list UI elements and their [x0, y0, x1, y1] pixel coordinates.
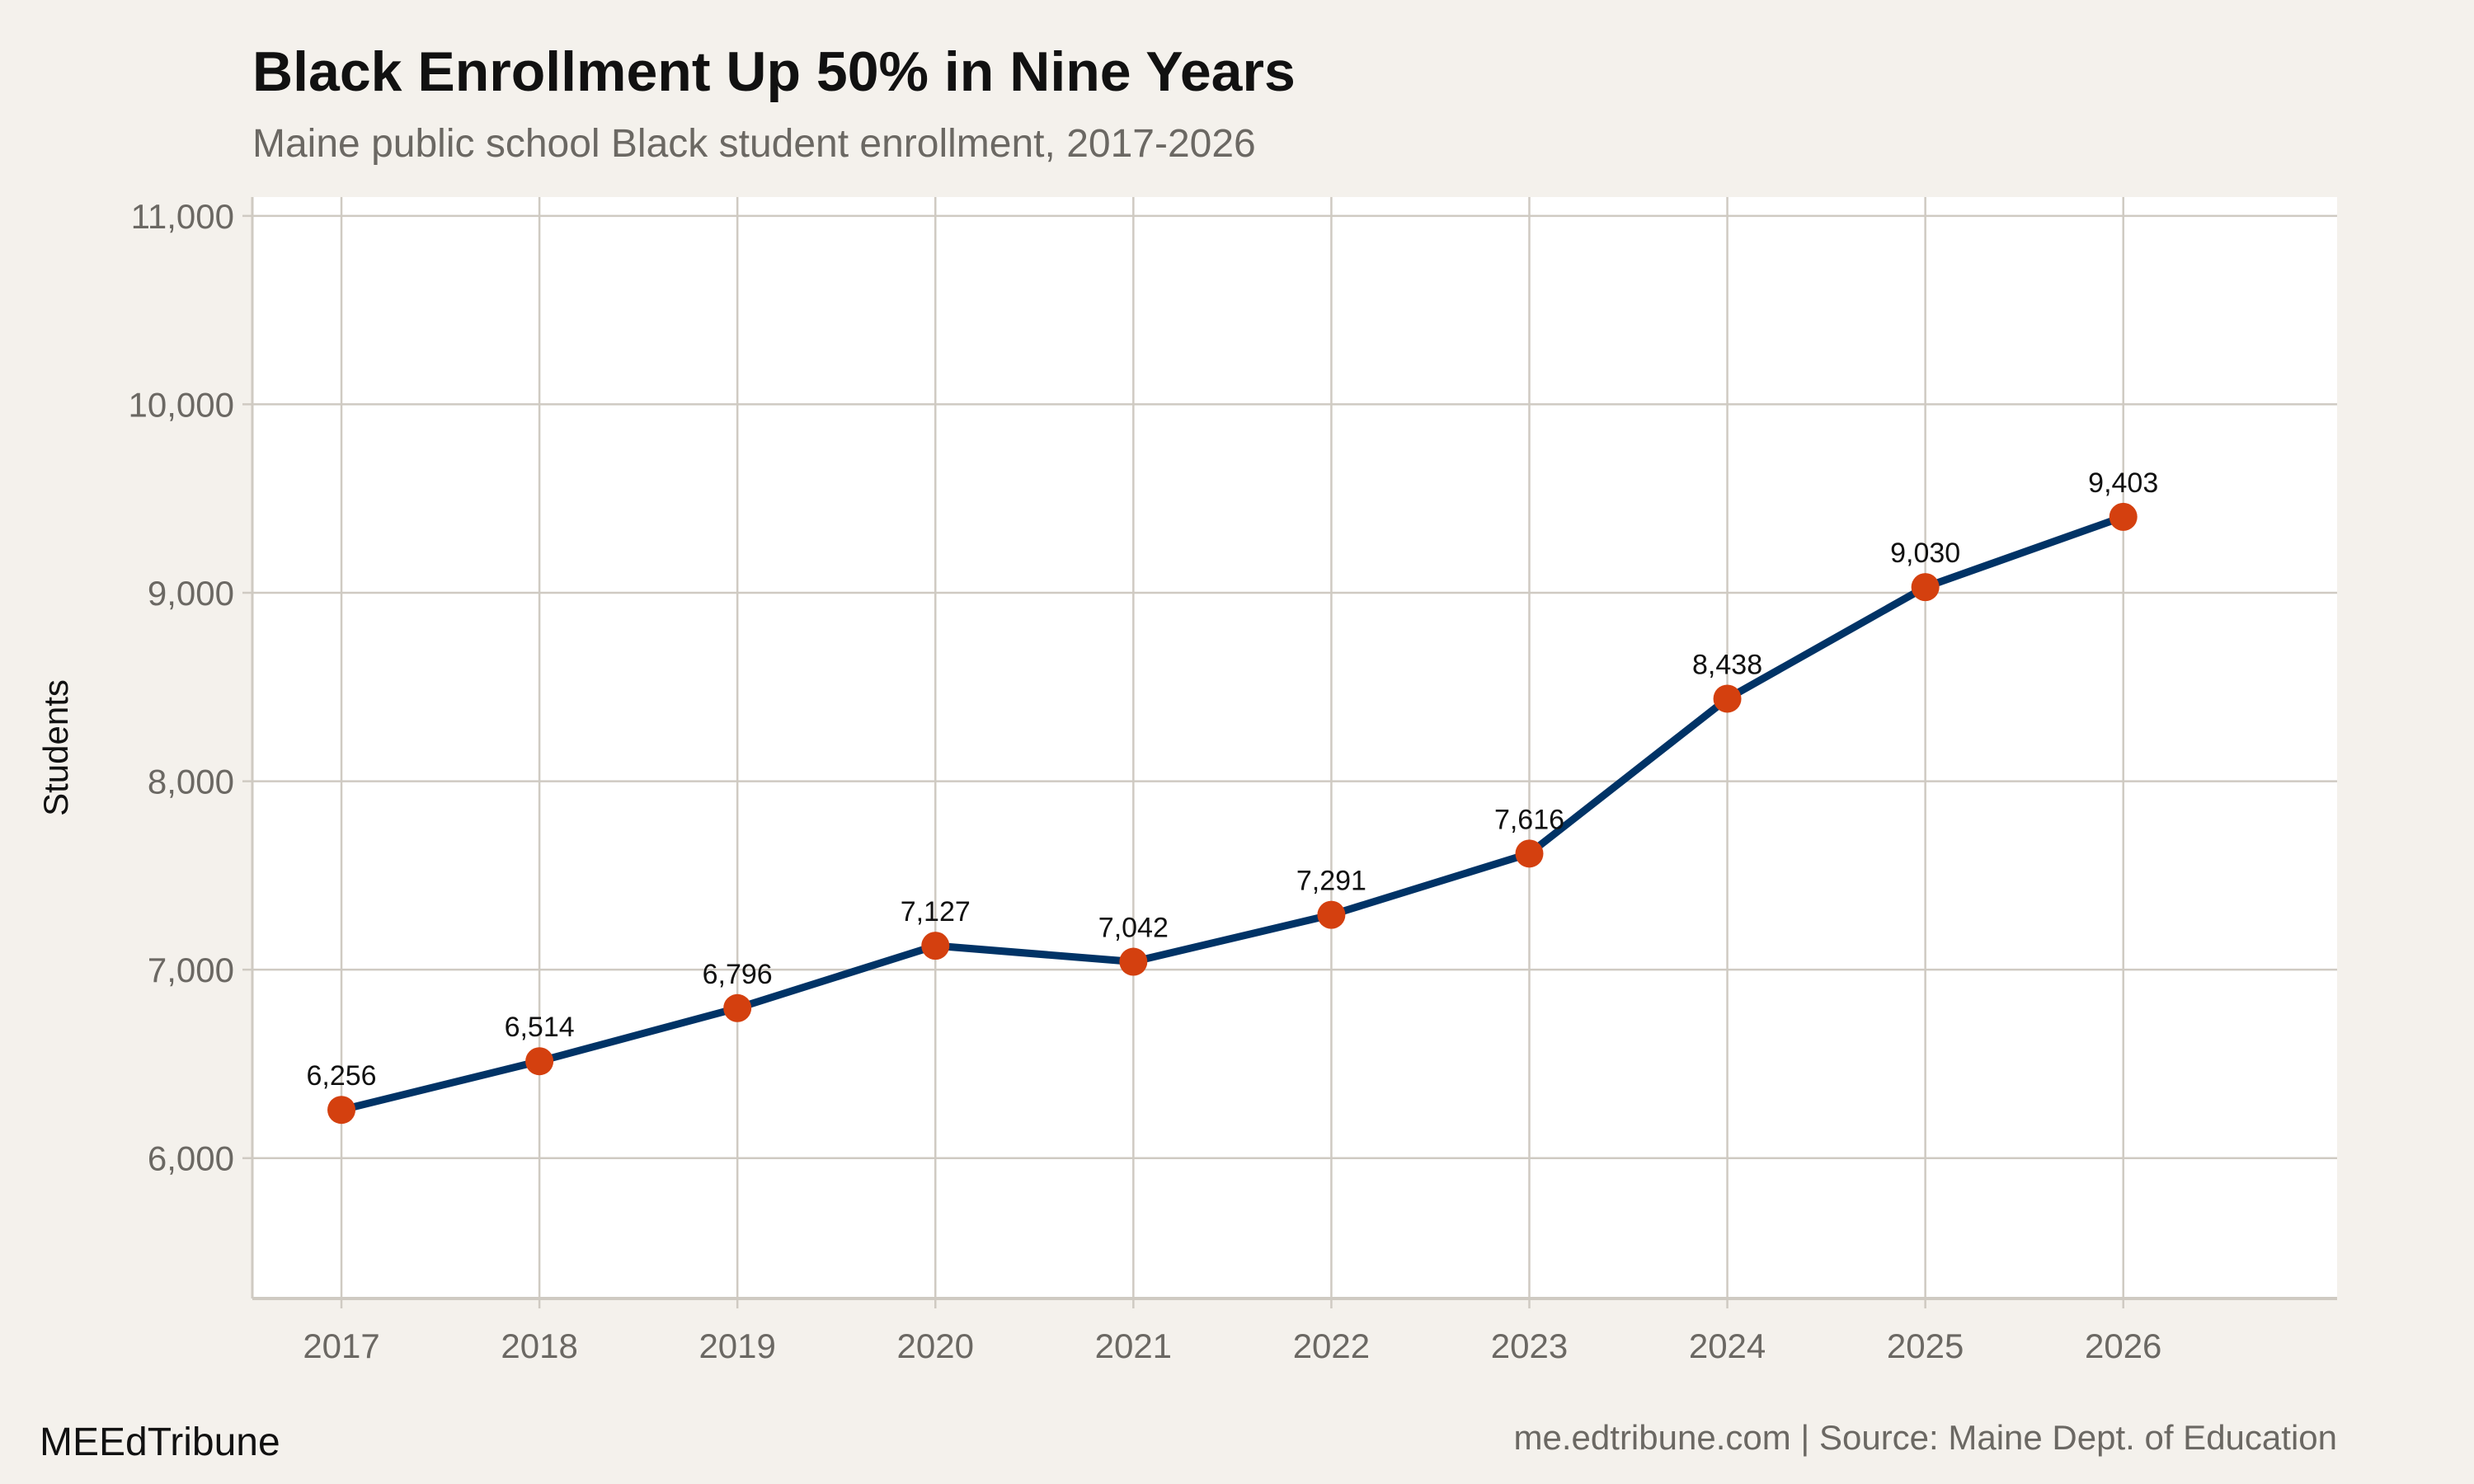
y-axis-title: Students: [36, 679, 75, 816]
source-caption: me.edtribune.com | Source: Maine Dept. o…: [1514, 1418, 2337, 1457]
data-point: [1515, 839, 1544, 868]
y-tick-label: 11,000: [131, 197, 234, 236]
data-point: [921, 932, 950, 960]
x-tick-label: 2023: [1491, 1327, 1568, 1365]
x-tick-label: 2018: [501, 1327, 577, 1365]
x-tick-label: 2017: [303, 1327, 379, 1365]
y-tick-label: 6,000: [148, 1139, 234, 1178]
brand-logo-text: MEEdTribune: [40, 1421, 280, 1464]
data-point: [327, 1096, 356, 1125]
data-point: [1119, 947, 1148, 976]
data-label: 6,796: [703, 959, 773, 990]
data-point: [723, 993, 752, 1022]
data-label: 9,403: [2088, 467, 2158, 499]
data-point: [1317, 900, 1346, 929]
data-label: 9,030: [1890, 538, 1960, 569]
axes: [251, 197, 2337, 1300]
x-tick-label: 2019: [698, 1327, 775, 1365]
data-label: 6,514: [505, 1012, 575, 1043]
chart-title: Black Enrollment Up 50% in Nine Years: [252, 40, 1296, 103]
y-tick-label: 8,000: [148, 763, 234, 801]
data-label: 8,438: [1692, 649, 1762, 680]
data-label: 7,291: [1296, 866, 1366, 897]
data-label: 7,042: [1098, 913, 1169, 944]
data-point: [1911, 573, 1940, 602]
gridlines: [242, 197, 2337, 1308]
tick-labels: 6,000 7,000 8,000 9,000 10,000 11,000 2017 2018…: [129, 197, 2162, 1365]
data-label: 7,127: [901, 896, 971, 928]
data-label: 7,616: [1494, 804, 1564, 835]
x-tick-label: 2021: [1095, 1327, 1172, 1365]
x-tick-label: 2026: [2085, 1327, 2161, 1365]
data-point: [2109, 502, 2138, 531]
x-tick-label: 2020: [897, 1327, 974, 1365]
x-tick-label: 2025: [1887, 1327, 1964, 1365]
y-tick-label: 9,000: [148, 574, 234, 613]
data-point: [1713, 684, 1742, 713]
series-line: [340, 513, 2125, 1114]
x-tick-label: 2024: [1689, 1327, 1766, 1365]
plot-panel: [252, 197, 2337, 1298]
data-labels: 6,256 6,514 6,796 7,127 7,042 7,291 7,616 8,438…: [306, 467, 2158, 1092]
series: [327, 502, 2138, 1125]
data-point: [525, 1047, 554, 1076]
data-label: 6,256: [306, 1060, 376, 1092]
x-tick-label: 2022: [1293, 1327, 1370, 1365]
y-tick-label: 7,000: [148, 951, 234, 989]
chart-subtitle: Maine public school Black student enroll…: [252, 122, 1256, 166]
y-tick-label: 10,000: [129, 385, 234, 424]
